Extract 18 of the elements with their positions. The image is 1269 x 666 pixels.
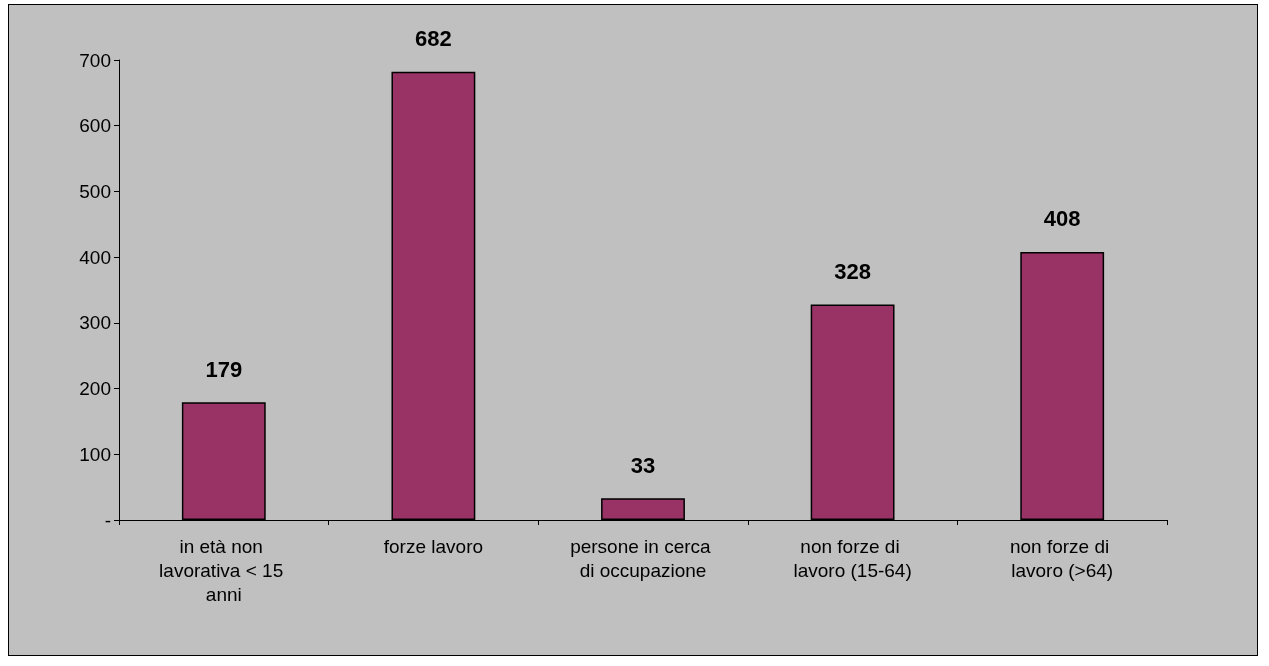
y-tick-label: 500 bbox=[79, 180, 111, 202]
data-label: 33 bbox=[630, 452, 656, 478]
y-tick-label: 300 bbox=[79, 312, 111, 334]
y-tick-label: 200 bbox=[79, 378, 111, 400]
y-tick-label: 700 bbox=[79, 49, 111, 71]
data-label: 682 bbox=[415, 26, 452, 52]
x-tick-label: persone in cerca di occupazione bbox=[570, 535, 716, 581]
x-tick-label: in età non lavorativa < 15 anni bbox=[159, 535, 289, 605]
data-label: 408 bbox=[1043, 206, 1081, 232]
y-tick-label: 600 bbox=[79, 115, 111, 137]
y-tick-label: 100 bbox=[79, 443, 111, 465]
x-tick-label: non forze di lavoro (15-64) bbox=[793, 535, 912, 581]
x-tick-label: forze lavoro bbox=[383, 535, 484, 557]
data-label: 179 bbox=[205, 356, 243, 382]
y-tick-label: 400 bbox=[79, 246, 111, 268]
y-tick-label: - bbox=[104, 509, 111, 531]
data-label: 328 bbox=[834, 258, 871, 284]
x-tick-label: non forze di lavoro (>64) bbox=[1009, 535, 1115, 581]
